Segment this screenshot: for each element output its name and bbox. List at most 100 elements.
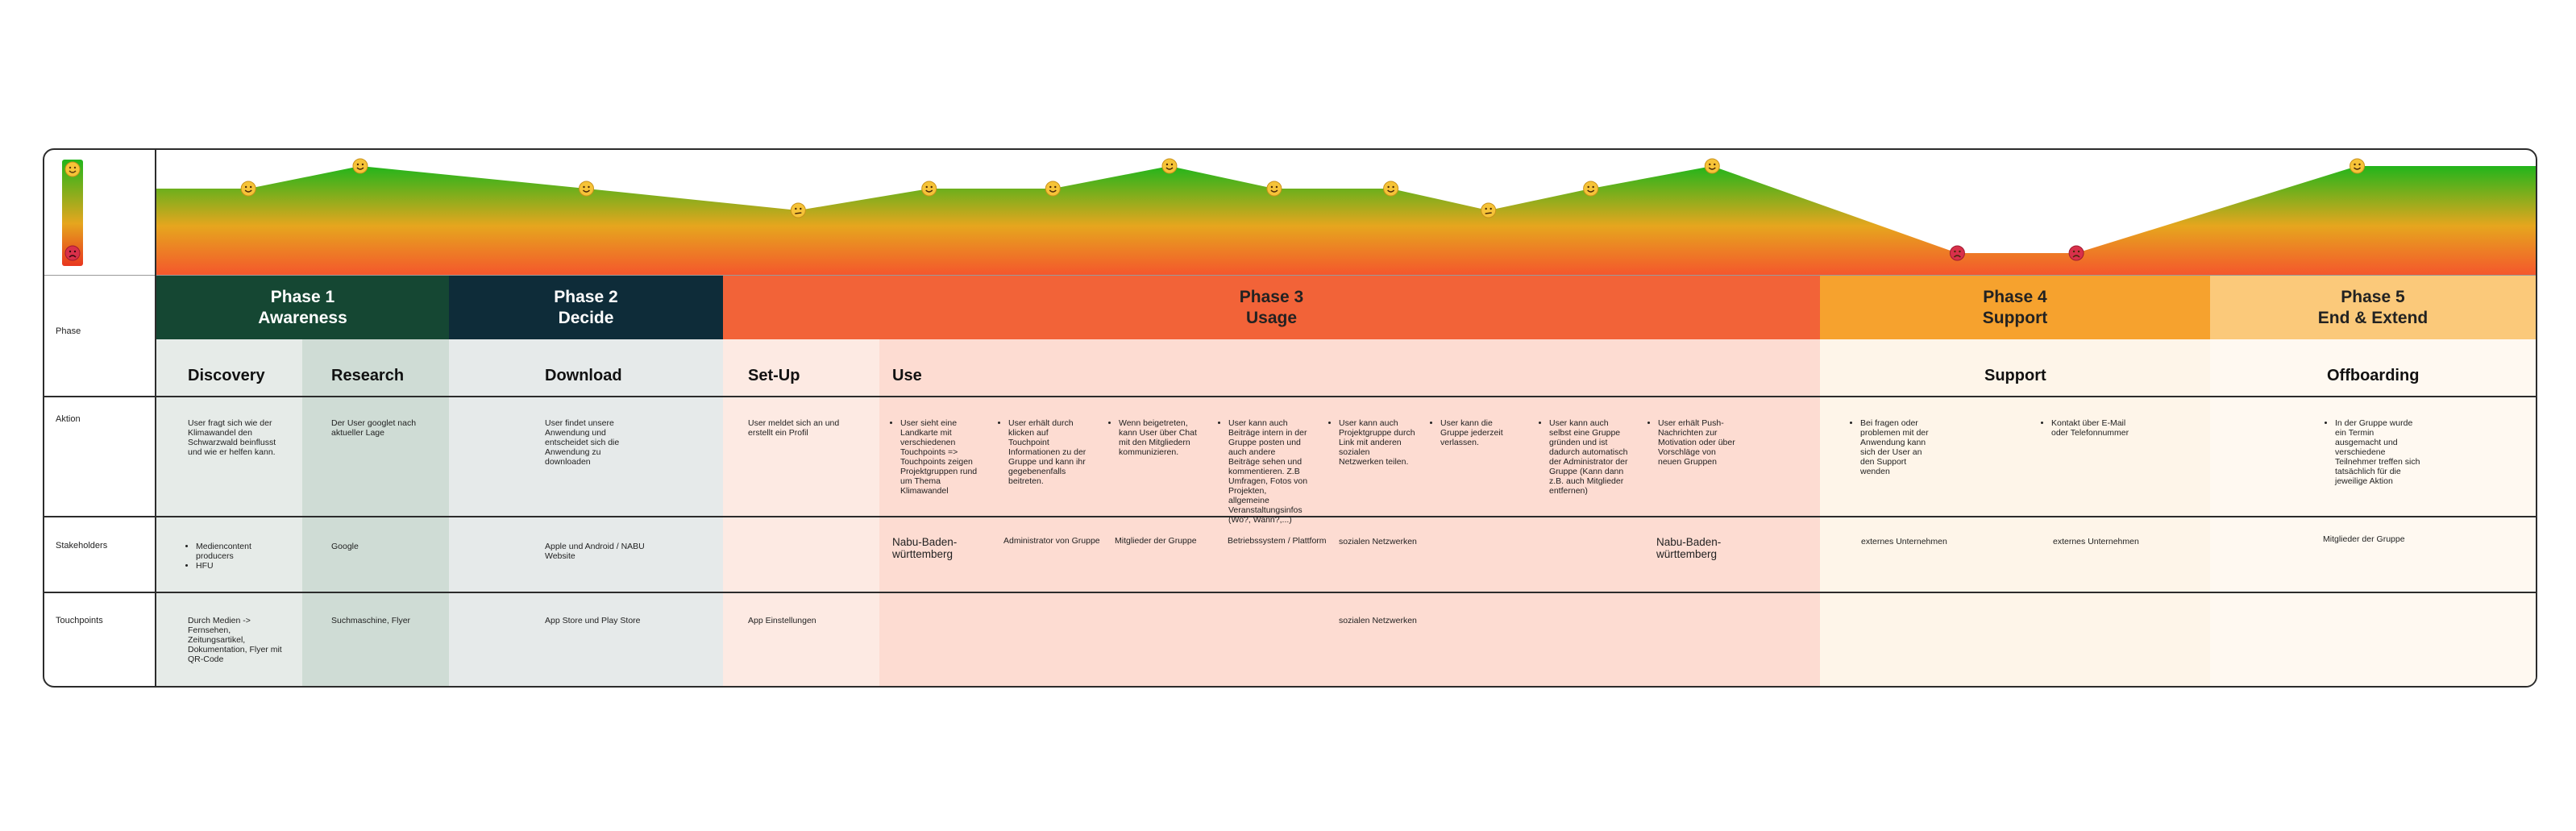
stakeholders-discovery: Mediencontent producers HFU [188,542,276,571]
phase-5-header: Phase 5 End & Extend [2210,276,2536,339]
list-item: In der Gruppe wurde ein Termin ausgemach… [2335,418,2420,486]
emotion-curve-area [156,166,2536,275]
list-item: User kann auch Projektgruppe durch Link … [1339,418,1416,467]
stakeholders-use-1: Nabu-Baden-württemberg [892,536,958,560]
happy-face-icon [1045,181,1061,197]
phase-1-name: Awareness [258,308,347,327]
subphase-discovery: Discovery [188,367,265,384]
journey-map: Phase Aktion Stakeholders Touchpoints Ph… [43,148,2537,688]
phase-4-name: Support [1982,308,2048,327]
touchpoints-download: App Store und Play Store [545,616,641,625]
list-item: Mediencontent producers [196,542,276,561]
list-item: User kann die Gruppe jederzeit verlassen… [1440,418,1521,447]
column-bg-research [302,339,449,686]
stakeholders-use-4: Betriebssystem / Plattform [1228,536,1327,546]
aktion-use-5: User kann auch Projektgruppe durch Link … [1331,418,1416,467]
phase-2-number: Phase 2 [554,287,618,306]
phase-5-name: End & Extend [2317,308,2429,327]
list-item: HFU [196,561,276,571]
aktion-support-1: Bei fragen oder problemen mit der Anwend… [1852,418,1936,476]
column-bg-setup [723,339,879,686]
stakeholders-support-2: externes Unternehmen [2053,537,2139,546]
divider-line [156,396,2536,397]
happy-face-icon [578,181,594,197]
column-bg-offboarding [2210,339,2536,686]
subphase-support: Support [1984,367,2046,384]
very-happy-face-icon [352,158,368,174]
sad-face-icon [64,245,81,261]
subphase-download: Download [545,367,622,384]
column-bg-download [449,339,723,686]
phase-3-number: Phase 3 [1239,287,1304,306]
neutral-face-icon [790,202,806,218]
phase-5-number: Phase 5 [2341,287,2405,306]
aktion-support-2: Kontakt über E-Mail oder Telefonnummer [2043,418,2130,438]
very-happy-face-icon [1704,158,1720,174]
divider-line [44,275,2536,276]
stakeholders-use-5: sozialen Netzwerken [1339,537,1417,546]
subphase-offboarding: Offboarding [2327,367,2420,384]
divider-line [155,150,156,686]
subphase-use: Use [892,367,922,384]
phase-3-header: Phase 3 Usage [723,276,1820,339]
stakeholders-offboarding: Mitglieder der Gruppe [2323,534,2405,544]
phase-2-header: Phase 2 Decide [449,276,723,339]
column-bg-support [1820,339,2210,686]
list-item: User erhält durch klicken auf Touchpoint… [1008,418,1091,486]
touchpoints-research: Suchmaschine, Flyer [331,616,411,625]
happy-face-icon [240,181,256,197]
happy-face-icon [1266,181,1282,197]
phase-1-header: Phase 1 Awareness [156,276,449,339]
aktion-use-1: User sieht eine Landkarte mit verschiede… [892,418,979,496]
aktion-use-4: User kann auch Beiträge intern in der Gr… [1220,418,1309,525]
stakeholders-download: Apple und Android / NABU Website [545,542,645,561]
list-item: Kontakt über E-Mail oder Telefonnummer [2051,418,2130,438]
very-happy-face-icon [2350,158,2366,174]
divider-line [156,592,2536,593]
aktion-download: User findet unsere Anwendung und entsche… [545,418,620,467]
phase-4-number: Phase 4 [1983,287,2047,306]
happy-face-icon [921,181,937,197]
happy-face-icon [1583,181,1599,197]
phase-1-number: Phase 1 [270,287,335,306]
stakeholders-use-3: Mitglieder der Gruppe [1115,536,1197,546]
phase-4-header: Phase 4 Support [1820,276,2210,339]
row-label-aktion: Aktion [56,414,81,424]
list-item: User kann auch Beiträge intern in der Gr… [1228,418,1309,525]
list-item: User sieht eine Landkarte mit verschiede… [900,418,979,496]
aktion-research: Der User googlet nach aktueller Lage [331,418,417,438]
neutral-face-icon [1481,202,1497,218]
aktion-use-2: User erhält durch klicken auf Touchpoint… [1000,418,1091,486]
list-item: User kann auch selbst eine Gruppe gründe… [1549,418,1631,496]
aktion-setup: User meldet sich an und erstellt ein Pro… [748,418,840,438]
happy-face-icon [1383,181,1399,197]
row-label-stakeholders: Stakeholders [56,541,108,551]
touchpoints-setup: App Einstellungen [748,616,816,625]
list-item: Bei fragen oder problemen mit der Anwend… [1860,418,1936,476]
stakeholders-use-2: Administrator von Gruppe [1003,536,1100,546]
column-bg-use [879,339,1820,686]
sad-face-icon [2068,245,2084,261]
phase-3-name: Usage [1245,308,1298,327]
aktion-discovery: User fragt sich wie der Klimawandel den … [188,418,276,457]
emotion-curve [156,158,2536,275]
phase-2-name: Decide [558,308,614,327]
aktion-use-6: User kann die Gruppe jederzeit verlassen… [1432,418,1521,447]
happy-face-icon [64,161,81,177]
stakeholders-support-1: externes Unternehmen [1861,537,1947,546]
aktion-use-8: User erhält Push-Nachrichten zur Motivat… [1650,418,1739,467]
divider-line [156,516,2536,517]
very-happy-face-icon [1161,158,1178,174]
sad-face-icon [1949,245,1965,261]
stakeholders-research: Google [331,542,359,551]
touchpoints-use: sozialen Netzwerken [1339,616,1417,625]
list-item: User erhält Push-Nachrichten zur Motivat… [1658,418,1739,467]
row-label-phase: Phase [56,326,81,336]
row-label-touchpoints: Touchpoints [56,616,103,625]
touchpoints-discovery: Durch Medien -> Fernsehen, Zeitungsartik… [188,616,282,664]
list-item: Wenn beigetreten, kann User über Chat mi… [1119,418,1203,457]
aktion-use-3: Wenn beigetreten, kann User über Chat mi… [1111,418,1203,457]
stakeholders-use-6: Nabu-Baden-württemberg [1656,536,1722,560]
aktion-offboarding: In der Gruppe wurde ein Termin ausgemach… [2327,418,2420,486]
subphase-research: Research [331,367,405,384]
